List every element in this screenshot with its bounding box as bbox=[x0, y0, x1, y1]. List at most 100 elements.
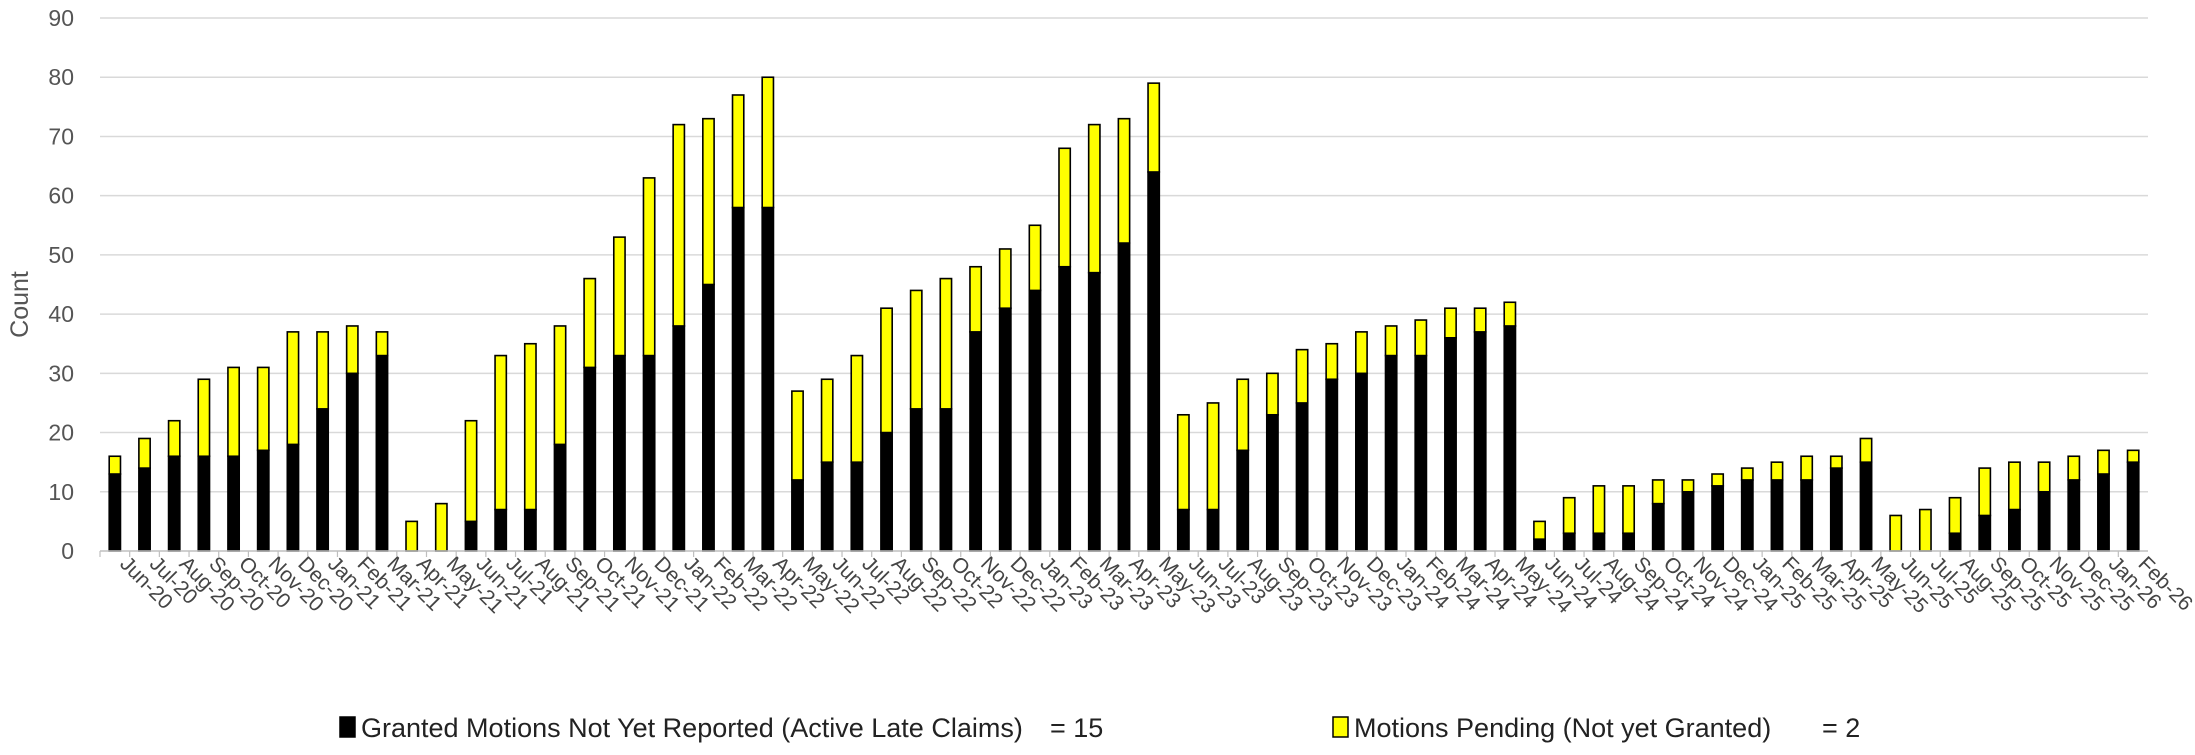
bar-pending bbox=[1562, 496, 1576, 535]
bar-pending bbox=[2097, 449, 2110, 475]
bar-granted bbox=[939, 408, 953, 552]
bar-pending bbox=[1681, 479, 1695, 493]
bar-granted bbox=[108, 473, 122, 552]
y-tick-label: 80 bbox=[48, 64, 74, 90]
y-tick-label: 0 bbox=[61, 538, 74, 564]
bar-granted bbox=[1473, 331, 1487, 552]
bar-pending bbox=[1740, 467, 1754, 481]
bar-pending bbox=[642, 177, 656, 357]
bar-pending bbox=[375, 331, 389, 357]
bar-granted bbox=[1592, 532, 1606, 552]
y-tick-label: 50 bbox=[48, 242, 74, 268]
bar-granted bbox=[880, 431, 893, 552]
bar-pending bbox=[731, 94, 745, 209]
bar-granted bbox=[1117, 242, 1131, 552]
bar-granted bbox=[1414, 354, 1428, 552]
bar-granted bbox=[286, 443, 300, 552]
bar-pending bbox=[494, 354, 508, 511]
bar-pending bbox=[702, 117, 715, 286]
bar-granted bbox=[2037, 490, 2051, 552]
bar-granted bbox=[1978, 514, 1992, 552]
bar-pending bbox=[316, 331, 330, 410]
y-tick-label: 20 bbox=[48, 420, 74, 446]
legend-swatch bbox=[1332, 716, 1349, 738]
bar-pending bbox=[1889, 514, 1903, 552]
bar-pending bbox=[1384, 325, 1398, 357]
bar-pending bbox=[909, 289, 923, 410]
bar-granted bbox=[1325, 378, 1339, 552]
bar-pending bbox=[2067, 455, 2081, 481]
legend-value: = 2 bbox=[1822, 713, 1860, 743]
bar-pending bbox=[1800, 455, 1814, 481]
bar-pending bbox=[1533, 520, 1546, 540]
bar-granted bbox=[345, 372, 359, 552]
bar-granted bbox=[1265, 413, 1279, 552]
bar-pending bbox=[1622, 485, 1636, 535]
bar-granted bbox=[1444, 336, 1457, 552]
bar-granted bbox=[167, 455, 181, 552]
bar-pending bbox=[1414, 319, 1428, 357]
bar-pending bbox=[1206, 402, 1220, 511]
legend-value: = 15 bbox=[1050, 713, 1103, 743]
bar-pending bbox=[405, 520, 419, 552]
y-axis-label: Count bbox=[6, 271, 34, 338]
bar-pending bbox=[286, 331, 300, 446]
bar-granted bbox=[1740, 479, 1754, 552]
bar-granted bbox=[702, 283, 715, 552]
bar-granted bbox=[642, 354, 656, 552]
bar-pending bbox=[1295, 348, 1309, 404]
bar-pending bbox=[1948, 496, 1962, 535]
bar-pending bbox=[1444, 307, 1457, 339]
legend-swatch bbox=[339, 716, 356, 738]
bar-granted bbox=[375, 354, 389, 552]
bar-pending bbox=[1473, 307, 1487, 333]
bar-granted bbox=[1503, 325, 1517, 552]
y-tick-label: 70 bbox=[48, 123, 74, 149]
bar-granted bbox=[1651, 502, 1665, 552]
bar-pending bbox=[850, 354, 864, 463]
bar-granted bbox=[820, 461, 834, 552]
bar-granted bbox=[850, 461, 864, 552]
bar-pending bbox=[1651, 479, 1665, 505]
bar-pending bbox=[1770, 461, 1784, 481]
bar-pending bbox=[1147, 82, 1161, 173]
bar-granted bbox=[523, 508, 537, 552]
bar-granted bbox=[672, 325, 686, 552]
bar-granted bbox=[1384, 354, 1398, 552]
bar-pending bbox=[1711, 473, 1725, 487]
bar-pending bbox=[1058, 147, 1072, 268]
y-tick-label: 30 bbox=[48, 360, 74, 386]
y-axis-ticks: 0 10 20 30 40 50 60 70 80 90 bbox=[48, 5, 74, 564]
bar-pending bbox=[612, 236, 626, 357]
bar-granted bbox=[1948, 532, 1962, 552]
bar-granted bbox=[612, 354, 626, 552]
bar-granted bbox=[2067, 479, 2081, 552]
y-tick-label: 60 bbox=[48, 183, 74, 209]
bar-granted bbox=[1622, 532, 1636, 552]
bar-granted bbox=[1800, 479, 1814, 552]
bar-pending bbox=[672, 123, 686, 327]
bar-granted bbox=[761, 206, 775, 552]
bar-granted bbox=[494, 508, 508, 552]
x-axis-ticks: Jun-20Jul-20Aug-20Sep-20Oct-20Nov-20Dec-… bbox=[99, 551, 2195, 618]
bar-granted bbox=[969, 331, 983, 552]
legend: Granted Motions Not Yet Reported (Active… bbox=[339, 713, 1860, 743]
bar-pending bbox=[1592, 485, 1606, 535]
bar-pending bbox=[2007, 461, 2021, 511]
bar-pending bbox=[256, 366, 270, 452]
bar-granted bbox=[138, 467, 151, 552]
bar-granted bbox=[1770, 479, 1784, 552]
bar-pending bbox=[820, 378, 834, 463]
bar-pending bbox=[998, 248, 1012, 309]
bar-granted bbox=[256, 449, 270, 552]
bar-granted bbox=[1533, 538, 1546, 552]
y-tick-label: 40 bbox=[48, 301, 74, 327]
bar-pending bbox=[523, 342, 537, 511]
bar-granted bbox=[998, 307, 1012, 552]
bar-granted bbox=[2097, 473, 2110, 552]
bar-pending bbox=[345, 325, 359, 375]
bar-pending bbox=[138, 437, 151, 469]
bar-granted bbox=[1176, 508, 1190, 552]
bar-pending bbox=[1117, 117, 1131, 244]
bar-granted bbox=[1829, 467, 1843, 552]
